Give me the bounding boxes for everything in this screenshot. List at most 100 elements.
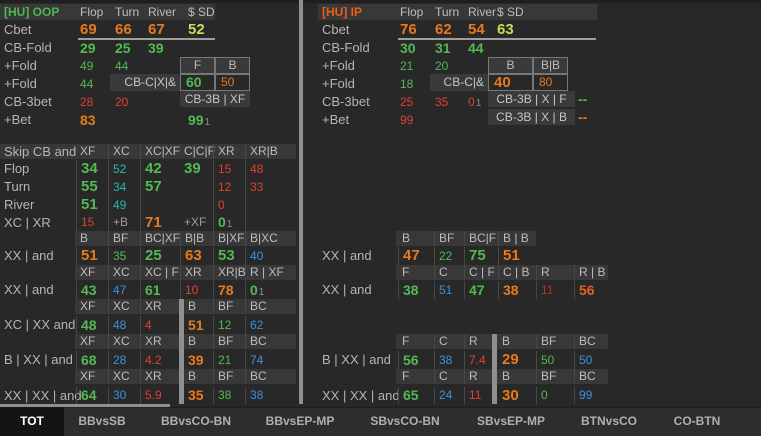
column-header: B [188,369,197,383]
panel-divider[interactable] [299,0,303,404]
stat-value: 28 [80,95,94,109]
stat-value: 99 [574,387,608,404]
row-label: Skip CB and [4,144,77,159]
column-header: B [80,231,89,245]
stat-value: 49 [108,196,140,214]
stat-value: 61 [140,281,180,299]
oop-panel-header-strip [0,4,215,20]
stat-value: 55 [76,178,108,196]
sub-table-header: F [180,57,215,74]
column-header: XR [140,299,180,314]
tab-btnvsco[interactable]: BTNvsCO [580,414,638,428]
tab-bbvsep-mp[interactable]: BBvsEP-MP [265,414,335,428]
stat-value: 20 [435,59,449,73]
column-header: BC|XF [140,231,180,246]
tab-sbvsco-bn[interactable]: SBvsCO-BN [370,414,440,428]
stat-value: 15 [76,214,108,231]
column-header: BF [213,299,245,314]
column-header: XC [108,144,140,159]
stat-value: 99 [400,113,414,127]
sub-table-strip-label: CB-3B | XF [180,91,250,107]
stat-value: 56 [398,351,434,369]
stat-value: 24 [434,387,464,404]
stat-value: 51 [76,247,108,265]
stat-value: 52 [108,160,140,178]
column-header: XF [80,265,96,279]
stat-value: 47 [464,281,498,299]
column-header: B [188,299,197,313]
hscrollbar-thumb[interactable] [0,404,170,407]
stat-value: 30 [400,40,416,56]
header-strip [75,369,296,384]
stat-value: 35 [188,387,204,403]
sub-table-label: CB-C|& [430,74,488,91]
sub-table-header: B [488,57,533,74]
stat-value: 47 [108,281,140,299]
column-header: C|C|F [184,144,215,158]
stat-value: 38 [213,387,245,404]
column-header: XF [80,299,96,313]
tab-tot[interactable]: TOT [0,407,64,436]
stat-value: 42 [140,160,180,178]
header-strip [396,369,608,384]
column-header: BC [574,334,608,349]
stat-value: 63 [180,247,213,265]
stat-value: 64 [76,387,108,404]
column-header: River [468,5,497,19]
tab-co-btn[interactable]: CO-BTN [673,414,721,428]
column-header: XR|B [213,265,246,280]
stat-value: 33 [245,178,296,196]
column-header: BC|F [464,231,498,246]
stat-value: 35 [108,247,140,265]
column-header: $ SD [188,5,215,19]
stat-value: 25 [400,95,414,109]
stat-value: 47 [398,247,434,265]
column-header: B [402,231,411,245]
stat-value: 44 [468,40,484,56]
column-header: C | F [464,265,498,280]
stat-value: 991 [188,112,211,128]
stat-value: 49 [80,59,94,73]
stat-value: 38 [434,351,464,369]
stat-value: -- [578,109,588,125]
stat-value: 50 [215,74,250,91]
column-header: R | XF [245,265,296,280]
stat-value: 74 [245,351,296,369]
sample-count: 1 [258,287,265,298]
row-label: Turn [4,179,31,194]
stat-value: 7.4 [464,351,498,369]
column-header: BF [536,369,574,384]
column-header: XF [80,369,96,383]
column-header: R | B [574,265,608,280]
column-header: B [188,334,197,348]
column-header: XC [108,369,140,384]
sub-table-strip-label: CB-3B | X | B [488,109,575,125]
stat-value: 20 [115,95,129,109]
stat-value: 29 [80,40,96,56]
row-label: B | XX | and [322,352,391,367]
tab-bbvssb[interactable]: BBvsSB [78,414,126,428]
row-label: Cbet [322,22,350,37]
row-label: XX | XX | and [4,388,82,403]
sub-table-header: B|B [533,57,568,74]
tab-bbvsco-bn[interactable]: BBvsCO-BN [160,414,232,428]
stat-value: 21 [213,351,245,369]
stat-value: 67 [148,21,165,38]
tab-sbvsep-mp[interactable]: SBvsEP-MP [476,414,546,428]
stat-value: 60 [180,74,215,91]
stat-value: 68 [76,351,108,369]
column-header: BF [434,231,464,246]
column-header: F [402,334,410,348]
column-header: XC | F [140,265,180,280]
sample-count: 1 [475,98,482,109]
column-header: XF [80,144,96,158]
stat-value: 5.9 [140,387,180,404]
row-label: Flop [4,161,30,176]
stat-value: 63 [497,21,514,38]
column-header: XC|XF [140,144,180,159]
row-label: +Bet [322,112,350,127]
column-header: River [148,5,177,19]
stat-value: 51 [434,281,464,299]
cbet-underline [78,38,215,40]
row-label: River [4,197,35,212]
